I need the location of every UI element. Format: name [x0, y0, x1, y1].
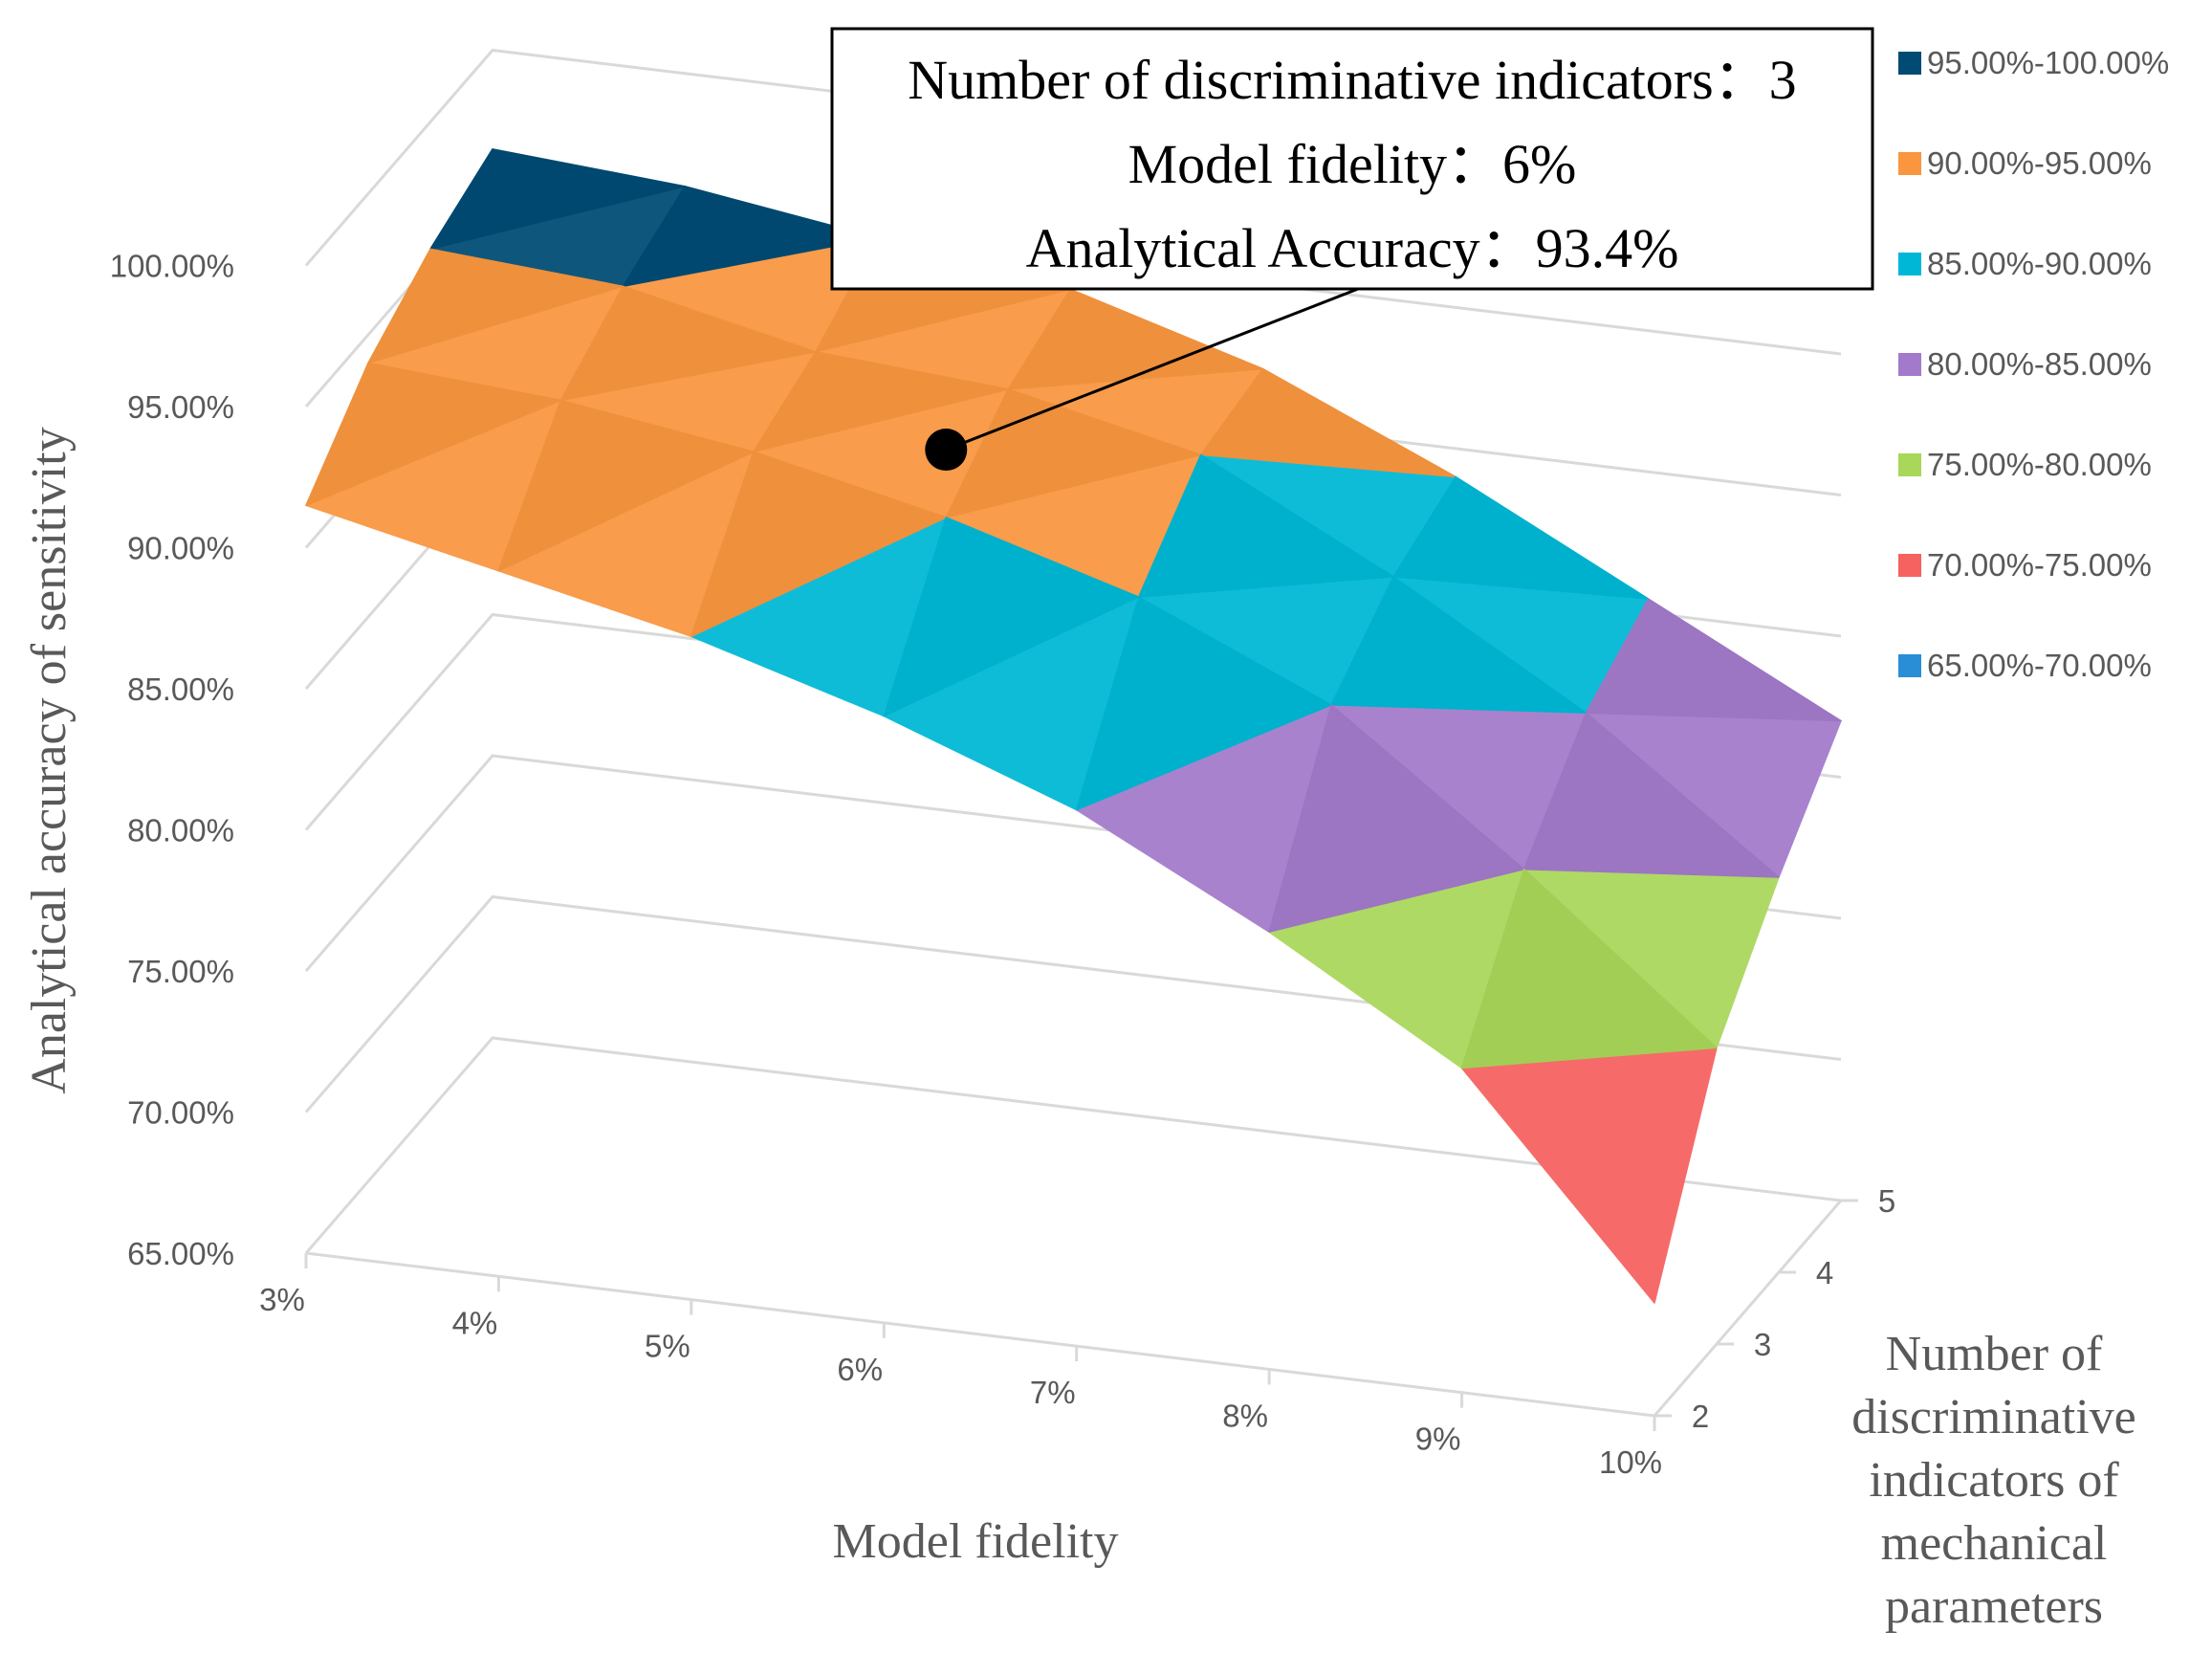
legend-swatch: [1898, 453, 1921, 476]
surface-facet: [559, 285, 817, 402]
surface-facet: [1268, 704, 1525, 933]
legend: 95.00%-100.00% 90.00%-95.00% 85.00%-90.00%…: [1898, 45, 2169, 683]
callout-line: Model fidelity：6%: [1128, 133, 1577, 195]
legend-swatch: [1898, 253, 1921, 276]
surface-facet: [1522, 712, 1780, 878]
surface-facet: [883, 517, 1140, 717]
annotation: Number of discriminative indicators：3 Mod…: [830, 27, 1874, 472]
y-tick-label: 5: [1878, 1183, 1895, 1219]
legend-swatch: [1898, 152, 1921, 175]
y-tick-label: 4: [1816, 1255, 1833, 1290]
x-tick-label: 4%: [452, 1305, 498, 1340]
callout-box: [830, 27, 1874, 291]
surface-facet: [1585, 598, 1842, 722]
legend-label: 75.00%-80.00%: [1927, 447, 2152, 482]
surface-facet: [497, 399, 755, 572]
z-tick-label: 70.00%: [127, 1095, 234, 1131]
y-tick-label: 2: [1692, 1399, 1709, 1434]
callout-line: Number of discriminative indicators：3: [908, 49, 1796, 111]
z-axis-ticks: 65.00% 70.00% 75.00% 80.00% 85.00% 90.00% 95.0…: [110, 249, 234, 1272]
surface-facet: [1007, 288, 1264, 390]
surface-facet: [622, 186, 879, 288]
legend-swatch: [1898, 554, 1921, 577]
y-tick-label: 3: [1754, 1327, 1771, 1362]
x-tick-label: 7%: [1030, 1375, 1076, 1410]
legend-label: 80.00%-85.00%: [1927, 346, 2152, 382]
legend-label: 95.00%-100.00%: [1927, 45, 2169, 80]
legend-swatch: [1898, 654, 1921, 677]
surface-facet: [945, 388, 1202, 518]
z-tick-label: 95.00%: [127, 389, 234, 425]
surface-facet: [429, 148, 687, 251]
x-tick-label: 8%: [1222, 1398, 1268, 1433]
legend-label: 90.00%-95.00%: [1927, 145, 2152, 181]
z-tick-label: 75.00%: [127, 954, 234, 989]
legend-label: 85.00%-90.00%: [1927, 246, 2152, 281]
surface-facet: [1330, 576, 1588, 714]
z-tick-label: 80.00%: [127, 813, 234, 849]
surface-facet: [1137, 453, 1394, 598]
surface-facet: [1075, 596, 1332, 811]
annotation-point: [925, 429, 968, 472]
z-axis-title: Analytical accuracy of sensitivity: [22, 427, 77, 1093]
callout-line: Analytical Accuracy：93.4%: [1026, 217, 1679, 279]
legend-label: 65.00%-70.00%: [1927, 648, 2152, 683]
legend-label: 70.00%-75.00%: [1927, 547, 2152, 583]
legend-swatch: [1898, 52, 1921, 75]
x-tick-label: 6%: [837, 1352, 883, 1387]
surface-facet: [690, 451, 948, 638]
z-tick-label: 65.00%: [127, 1236, 234, 1271]
x-tick-label: 5%: [645, 1329, 690, 1364]
surface-facet: [305, 362, 562, 507]
surface-facet: [1460, 1047, 1718, 1304]
surface-facet: [1392, 475, 1650, 600]
x-tick-label: 10%: [1599, 1444, 1662, 1480]
surface: [305, 148, 1842, 1304]
surface-facet: [1199, 367, 1456, 478]
legend-swatch: [1898, 353, 1921, 376]
y-axis-ticks: 2 3 4 5: [1654, 1183, 1895, 1434]
z-tick-label: 90.00%: [127, 531, 234, 566]
callout-leader: [945, 287, 1359, 452]
x-axis-title: Model fidelity: [833, 1514, 1119, 1569]
z-gridline: [304, 1036, 1842, 1254]
surface-facet: [753, 351, 1010, 453]
y-axis-title: Number of discriminative indicators of mech…: [1851, 1327, 2135, 1634]
x-tick-label: 9%: [1415, 1422, 1461, 1457]
z-tick-label: 100.00%: [110, 249, 234, 284]
z-tick-label: 85.00%: [127, 672, 234, 707]
surface-facet: [1460, 868, 1718, 1069]
x-tick-label: 3%: [259, 1282, 305, 1317]
x-axis-ticks: 3% 4% 5% 6% 7% 8% 9% 10%: [259, 1253, 1662, 1480]
surface-facet: [367, 248, 624, 364]
